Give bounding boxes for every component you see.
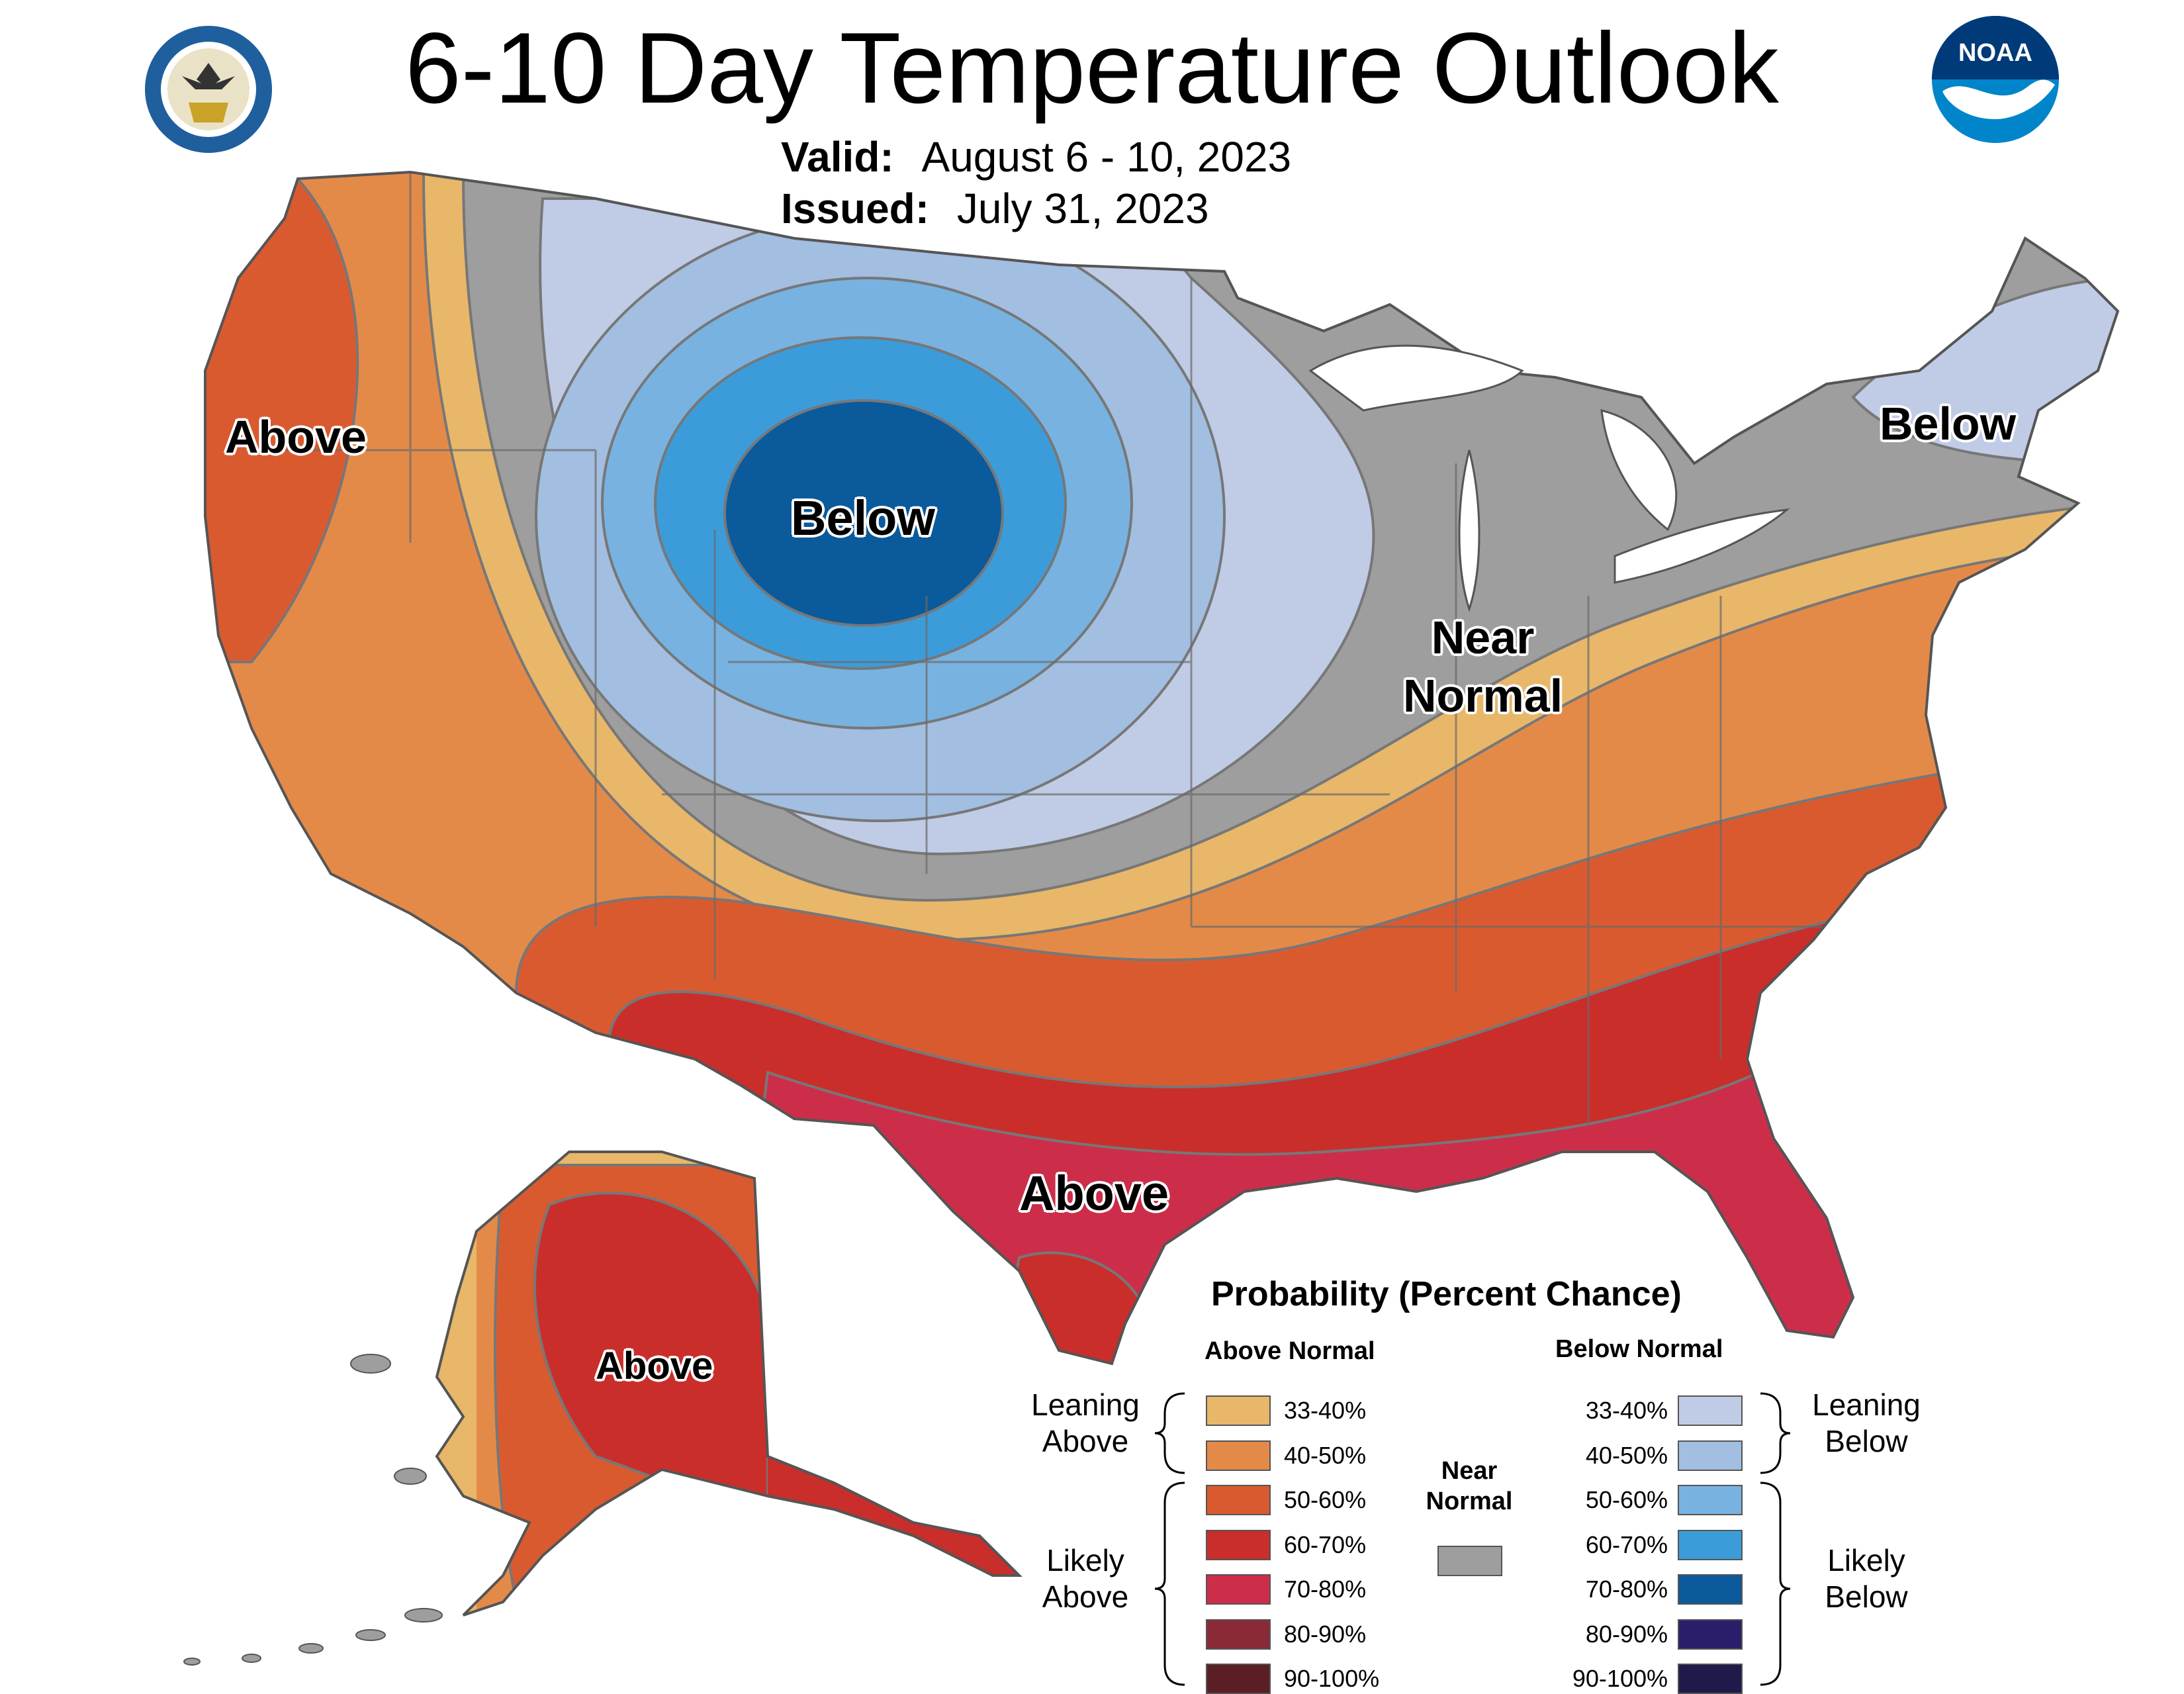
legend-above-swatch <box>1206 1395 1271 1426</box>
label-above-alaska: Above <box>596 1344 713 1388</box>
legend-above-label: 60-70% <box>1284 1530 1367 1558</box>
legend-below-swatch <box>1678 1574 1743 1605</box>
valid-value: August 6 - 10, 2023 <box>921 133 1292 181</box>
legend-likely-below: Likely Below <box>1787 1542 1946 1615</box>
label-above-west: Above <box>225 411 367 463</box>
legend-likely-above: Likely Above <box>1006 1542 1165 1615</box>
legend-above-swatch <box>1206 1440 1271 1471</box>
legend-near-text: Near <box>1441 1457 1498 1485</box>
noaa-logo-icon: NOAA <box>1932 16 2059 143</box>
lake-michigan <box>1458 449 1480 612</box>
legend-near-normal-swatch <box>1437 1546 1502 1576</box>
label-near-normal: Near Normal <box>1403 609 1563 725</box>
map-title: 6-10 Day Temperature Outlook <box>405 12 1779 124</box>
label-below-northeast: Below <box>1880 398 2017 449</box>
legend-below-label: 33-40% <box>1585 1397 1668 1424</box>
legend-below-swatch <box>1678 1619 1743 1650</box>
legend-above-label: 90-100% <box>1284 1665 1380 1692</box>
lake-erie <box>1614 508 1790 584</box>
valid-line: Valid: August 6 - 10, 2023 <box>781 132 1291 181</box>
legend-below-header: Below Normal <box>1555 1335 1723 1363</box>
legend-above-label: 70-80% <box>1284 1576 1367 1603</box>
lake-superior <box>1308 344 1524 412</box>
legend-leaning-below: Leaning Below <box>1787 1387 1946 1460</box>
legend-below-label: 80-90% <box>1585 1620 1668 1648</box>
legend-below-swatch <box>1678 1529 1743 1560</box>
lake-huron <box>1600 409 1678 532</box>
likely-above-line1: Likely <box>1046 1543 1124 1577</box>
label-below-north: Below <box>791 491 935 545</box>
legend-above-swatch <box>1206 1619 1271 1650</box>
issued-line: Issued: July 31, 2023 <box>781 184 1209 233</box>
svg-text:NOAA: NOAA <box>1958 39 2032 67</box>
legend-below-swatch <box>1678 1664 1743 1694</box>
label-near: Near <box>1431 612 1535 663</box>
legend-above-swatch <box>1206 1485 1271 1515</box>
leaning-above-line2: Above <box>1042 1424 1129 1459</box>
label-normal: Normal <box>1403 669 1563 722</box>
issued-label: Issued: <box>781 185 930 232</box>
legend-below-label: 50-60% <box>1585 1486 1668 1513</box>
legend-leaning-above: Leaning Above <box>1006 1387 1165 1460</box>
commerce-seal-icon <box>145 26 272 153</box>
legend-above-swatch <box>1206 1529 1271 1560</box>
valid-label: Valid: <box>781 133 894 181</box>
leaning-below-line2: Below <box>1825 1424 1908 1459</box>
legend-above-swatch <box>1206 1664 1271 1694</box>
leaning-below-line1: Leaning <box>1812 1388 1921 1422</box>
legend-above-label: 40-50% <box>1284 1441 1367 1469</box>
conus-outline <box>204 170 2120 1366</box>
aleutian-islands <box>183 1354 443 1666</box>
legend-below-swatch <box>1678 1440 1743 1471</box>
legend-above-label: 33-40% <box>1284 1397 1367 1424</box>
legend-above-header: Above Normal <box>1205 1337 1375 1365</box>
issued-value: July 31, 2023 <box>956 185 1209 232</box>
legend-title: Probability (Percent Chance) <box>1211 1275 1682 1313</box>
legend-below-label: 90-100% <box>1572 1665 1668 1692</box>
likely-above-line2: Above <box>1042 1579 1129 1615</box>
legend-normal-text: Normal <box>1426 1487 1513 1515</box>
legend-above-label: 50-60% <box>1284 1486 1367 1513</box>
label-above-south: Above <box>1019 1166 1169 1221</box>
legend-below-label: 60-70% <box>1585 1530 1668 1558</box>
legend-below-label: 40-50% <box>1585 1441 1668 1469</box>
alaska-outline <box>435 1151 1023 1617</box>
legend-above-label: 80-90% <box>1284 1620 1367 1648</box>
legend-above-swatch <box>1206 1574 1271 1605</box>
legend-below-swatch <box>1678 1395 1743 1426</box>
likely-below-line1: Likely <box>1827 1543 1905 1577</box>
legend-near-normal-label: Near Normal <box>1416 1456 1522 1517</box>
legend-below-swatch <box>1678 1485 1743 1515</box>
legend-below-label: 70-80% <box>1585 1576 1668 1603</box>
likely-below-line2: Below <box>1825 1579 1908 1615</box>
leaning-above-line1: Leaning <box>1031 1388 1140 1422</box>
